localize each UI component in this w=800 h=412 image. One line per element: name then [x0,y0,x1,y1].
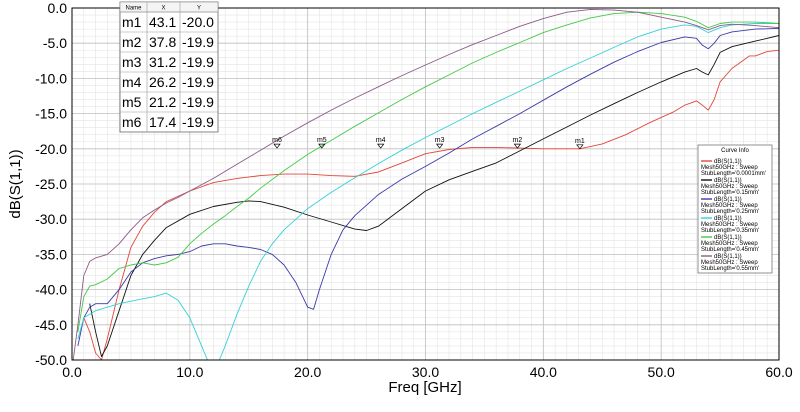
marker-m4 [377,143,385,149]
marker-m5 [318,143,326,149]
legend-entry-text: StubLength='0.35mm' [701,228,759,234]
marker-table-header: Y [197,6,201,12]
plot-frame [71,7,780,361]
x-tick-label: 60.0 [765,364,792,380]
marker-table-cell: 31.2 [149,54,176,70]
marker-table-cell: 37.8 [149,34,176,50]
marker-table-cell: -19.9 [182,94,214,110]
legend-entry-text: StubLength='0.25mm' [701,209,759,215]
marker-table-cell: m1 [122,14,142,30]
y-tick-label: -35.0 [35,246,67,262]
legend-entry-text: StubLength='0.45mm' [701,247,759,253]
legend-entry-text: dB(S(1,1)) [714,254,742,260]
y-tick-label: -10.0 [35,70,67,86]
marker-table-cell: m2 [122,34,142,50]
y-tick-label: -45.0 [35,317,67,333]
legend-entry-text: dB(S(1,1)) [714,197,742,203]
marker-table-cell: -19.9 [182,74,214,90]
y-tick-label: -40.0 [35,282,67,298]
y-tick-label: -50.0 [35,352,67,368]
series-line-1 [83,49,780,361]
x-tick-label: 20.0 [294,364,321,380]
x-axis-ticks: 0.0 10.0 20.0 30.0 40.0 50.0 60.0 [62,364,793,380]
marker-table-cell: 26.2 [149,74,176,90]
legend-frame [697,144,773,274]
marker-table-cell: -20.0 [182,14,214,30]
legend-entry-text: dB(S(1,1)) [714,235,742,241]
marker-table-cell: m5 [122,94,142,110]
markers-layer: m1 m2 m3 m4 m5 m6 [272,137,585,150]
series-line-4 [77,23,779,361]
legend-entry-text: dB(S(1,1)) [714,159,742,165]
marker-label-m5: m5 [317,137,327,144]
marker-label-m6: m6 [272,137,282,144]
marker-label-m3: m3 [435,137,445,144]
x-tick-label: 0.0 [62,364,82,380]
legend-entry-text: Mesh50GHz : Sweep [701,184,758,190]
marker-table: Name X Ym1 43.1 -20.0 m2 37.8 -19.9 m3 31.2 -19.9 m… [119,1,219,133]
marker-table-frame [119,1,219,133]
x-axis-title: Freq [GHz] [388,379,461,396]
legend-entry-text: Mesh50GHz : Sweep [701,260,758,266]
x-tick-label: 10.0 [176,364,203,380]
y-tick-label: 0.0 [48,0,68,16]
marker-table-cell: 43.1 [149,14,176,30]
legend-entry-text: StubLength='0.55mm' [701,266,759,272]
legend-entry-text: Mesh50GHz : Sweep [701,165,758,171]
marker-table-cell: 21.2 [149,94,176,110]
marker-table-cell: -19.9 [182,114,214,130]
marker-label-m4: m4 [376,137,386,144]
y-tick-label: -30.0 [35,211,67,227]
legend-entry-text: Mesh50GHz : Sweep [701,222,758,228]
legend-entry-text: StubLength='0.15mm' [701,190,759,196]
legend-entry-text: Mesh50GHz : Sweep [701,203,758,209]
marker-table-cell: 17.4 [149,114,176,130]
y-axis-ticks: 0.0 -5.0 -10.0 -15.0 -20.0 -25.0 -30.0 -35.0 -40… [35,0,67,368]
series-line-2 [89,35,780,357]
y-axis-title: dB(S(1,1)) [7,149,24,218]
series-line-6 [72,8,780,361]
marker-m6 [273,143,281,149]
marker-table-header: X [161,6,165,12]
legend-entry-text: StubLength='0.0001mm' [701,171,766,177]
legend-title: Curve Info [721,148,749,154]
series-layer [72,8,780,361]
marker-table-cell: -19.9 [182,34,214,50]
y-tick-label: -20.0 [35,141,67,157]
legend-entry-text: dB(S(1,1)) [714,216,742,222]
marker-table-header: Name [125,6,142,12]
legend-entry-text: dB(S(1,1)) [714,178,742,184]
x-tick-label: 50.0 [648,364,675,380]
series-line-5 [77,11,780,332]
series-line-3 [77,27,780,346]
marker-table-cell: -19.9 [182,54,214,70]
legend-entry-text: Mesh50GHz : Sweep [701,241,758,247]
marker-table-cell: m4 [122,74,142,90]
marker-label-m1: m1 [575,138,585,145]
marker-m1 [576,144,584,150]
x-tick-label: 40.0 [530,364,557,380]
y-tick-label: -5.0 [43,35,67,51]
x-tick-label: 30.0 [412,364,439,380]
marker-table-cell: m3 [122,54,142,70]
marker-table-cell: m6 [122,114,142,130]
marker-label-m2: m2 [513,137,523,144]
y-tick-label: -15.0 [35,106,67,122]
y-tick-label: -25.0 [35,176,67,192]
marker-m3 [435,143,444,149]
marker-m2 [513,143,522,149]
